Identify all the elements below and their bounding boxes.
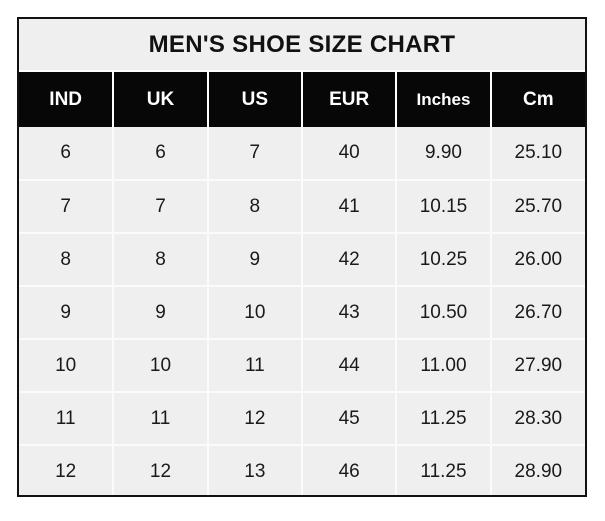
cell-us: 11 — [207, 338, 303, 392]
cell-inches: 9.90 — [396, 127, 492, 180]
cell-uk: 10 — [113, 338, 209, 392]
cell-cm: 26.70 — [490, 285, 585, 339]
cell-cm: 28.30 — [490, 391, 585, 445]
cell-eur: 41 — [301, 179, 398, 233]
cell-ind: 8 — [19, 232, 115, 286]
cell-cm: 25.70 — [490, 179, 585, 233]
cell-uk: 12 — [113, 444, 209, 495]
table-row: 11 11 12 45 11.25 28.30 — [19, 391, 585, 445]
table-row: 6 6 7 40 9.90 25.10 — [19, 127, 585, 180]
cell-eur: 44 — [301, 338, 398, 392]
cell-inches: 11.25 — [396, 391, 492, 445]
cell-inches: 10.15 — [396, 179, 492, 233]
cell-cm: 26.00 — [490, 232, 585, 286]
column-header-inches: Inches — [396, 70, 492, 127]
cell-uk: 6 — [113, 127, 209, 180]
cell-uk: 9 — [113, 285, 209, 339]
cell-inches: 11.25 — [396, 444, 492, 495]
cell-us: 13 — [207, 444, 303, 495]
cell-us: 9 — [207, 232, 303, 286]
cell-eur: 43 — [301, 285, 398, 339]
column-header-us: US — [207, 70, 303, 127]
cell-cm: 28.90 — [490, 444, 585, 495]
shoe-size-table: IND UK US EUR Inches Cm 6 6 7 40 9.90 25… — [19, 70, 585, 495]
page-title: MEN'S SHOE SIZE CHART — [19, 19, 585, 70]
cell-us: 12 — [207, 391, 303, 445]
size-chart-card: MEN'S SHOE SIZE CHART IND UK US EUR Inch… — [17, 17, 587, 497]
cell-eur: 40 — [301, 127, 398, 180]
table-row: 8 8 9 42 10.25 26.00 — [19, 232, 585, 286]
cell-inches: 10.50 — [396, 285, 492, 339]
cell-eur: 42 — [301, 232, 398, 286]
cell-inches: 10.25 — [396, 232, 492, 286]
table-row: 12 12 13 46 11.25 28.90 — [19, 444, 585, 495]
cell-ind: 7 — [19, 179, 115, 233]
cell-inches: 11.00 — [396, 338, 492, 392]
column-header-eur: EUR — [301, 70, 398, 127]
table-row: 10 10 11 44 11.00 27.90 — [19, 338, 585, 392]
cell-eur: 45 — [301, 391, 398, 445]
cell-eur: 46 — [301, 444, 398, 495]
cell-ind: 10 — [19, 338, 115, 392]
cell-ind: 6 — [19, 127, 115, 180]
table-header: IND UK US EUR Inches Cm — [19, 70, 585, 127]
table-header-row: IND UK US EUR Inches Cm — [19, 70, 585, 127]
cell-ind: 9 — [19, 285, 115, 339]
cell-cm: 27.90 — [490, 338, 585, 392]
cell-uk: 7 — [113, 179, 209, 233]
cell-ind: 11 — [19, 391, 115, 445]
cell-us: 7 — [207, 127, 303, 180]
cell-uk: 8 — [113, 232, 209, 286]
column-header-cm: Cm — [490, 70, 585, 127]
column-header-ind: IND — [19, 70, 115, 127]
cell-us: 10 — [207, 285, 303, 339]
cell-ind: 12 — [19, 444, 115, 495]
table-row: 7 7 8 41 10.15 25.70 — [19, 179, 585, 233]
column-header-uk: UK — [113, 70, 209, 127]
table-row: 9 9 10 43 10.50 26.70 — [19, 285, 585, 339]
table-body: 6 6 7 40 9.90 25.10 7 7 8 41 10.15 25.70… — [19, 127, 585, 495]
cell-uk: 11 — [113, 391, 209, 445]
cell-us: 8 — [207, 179, 303, 233]
cell-cm: 25.10 — [490, 127, 585, 180]
